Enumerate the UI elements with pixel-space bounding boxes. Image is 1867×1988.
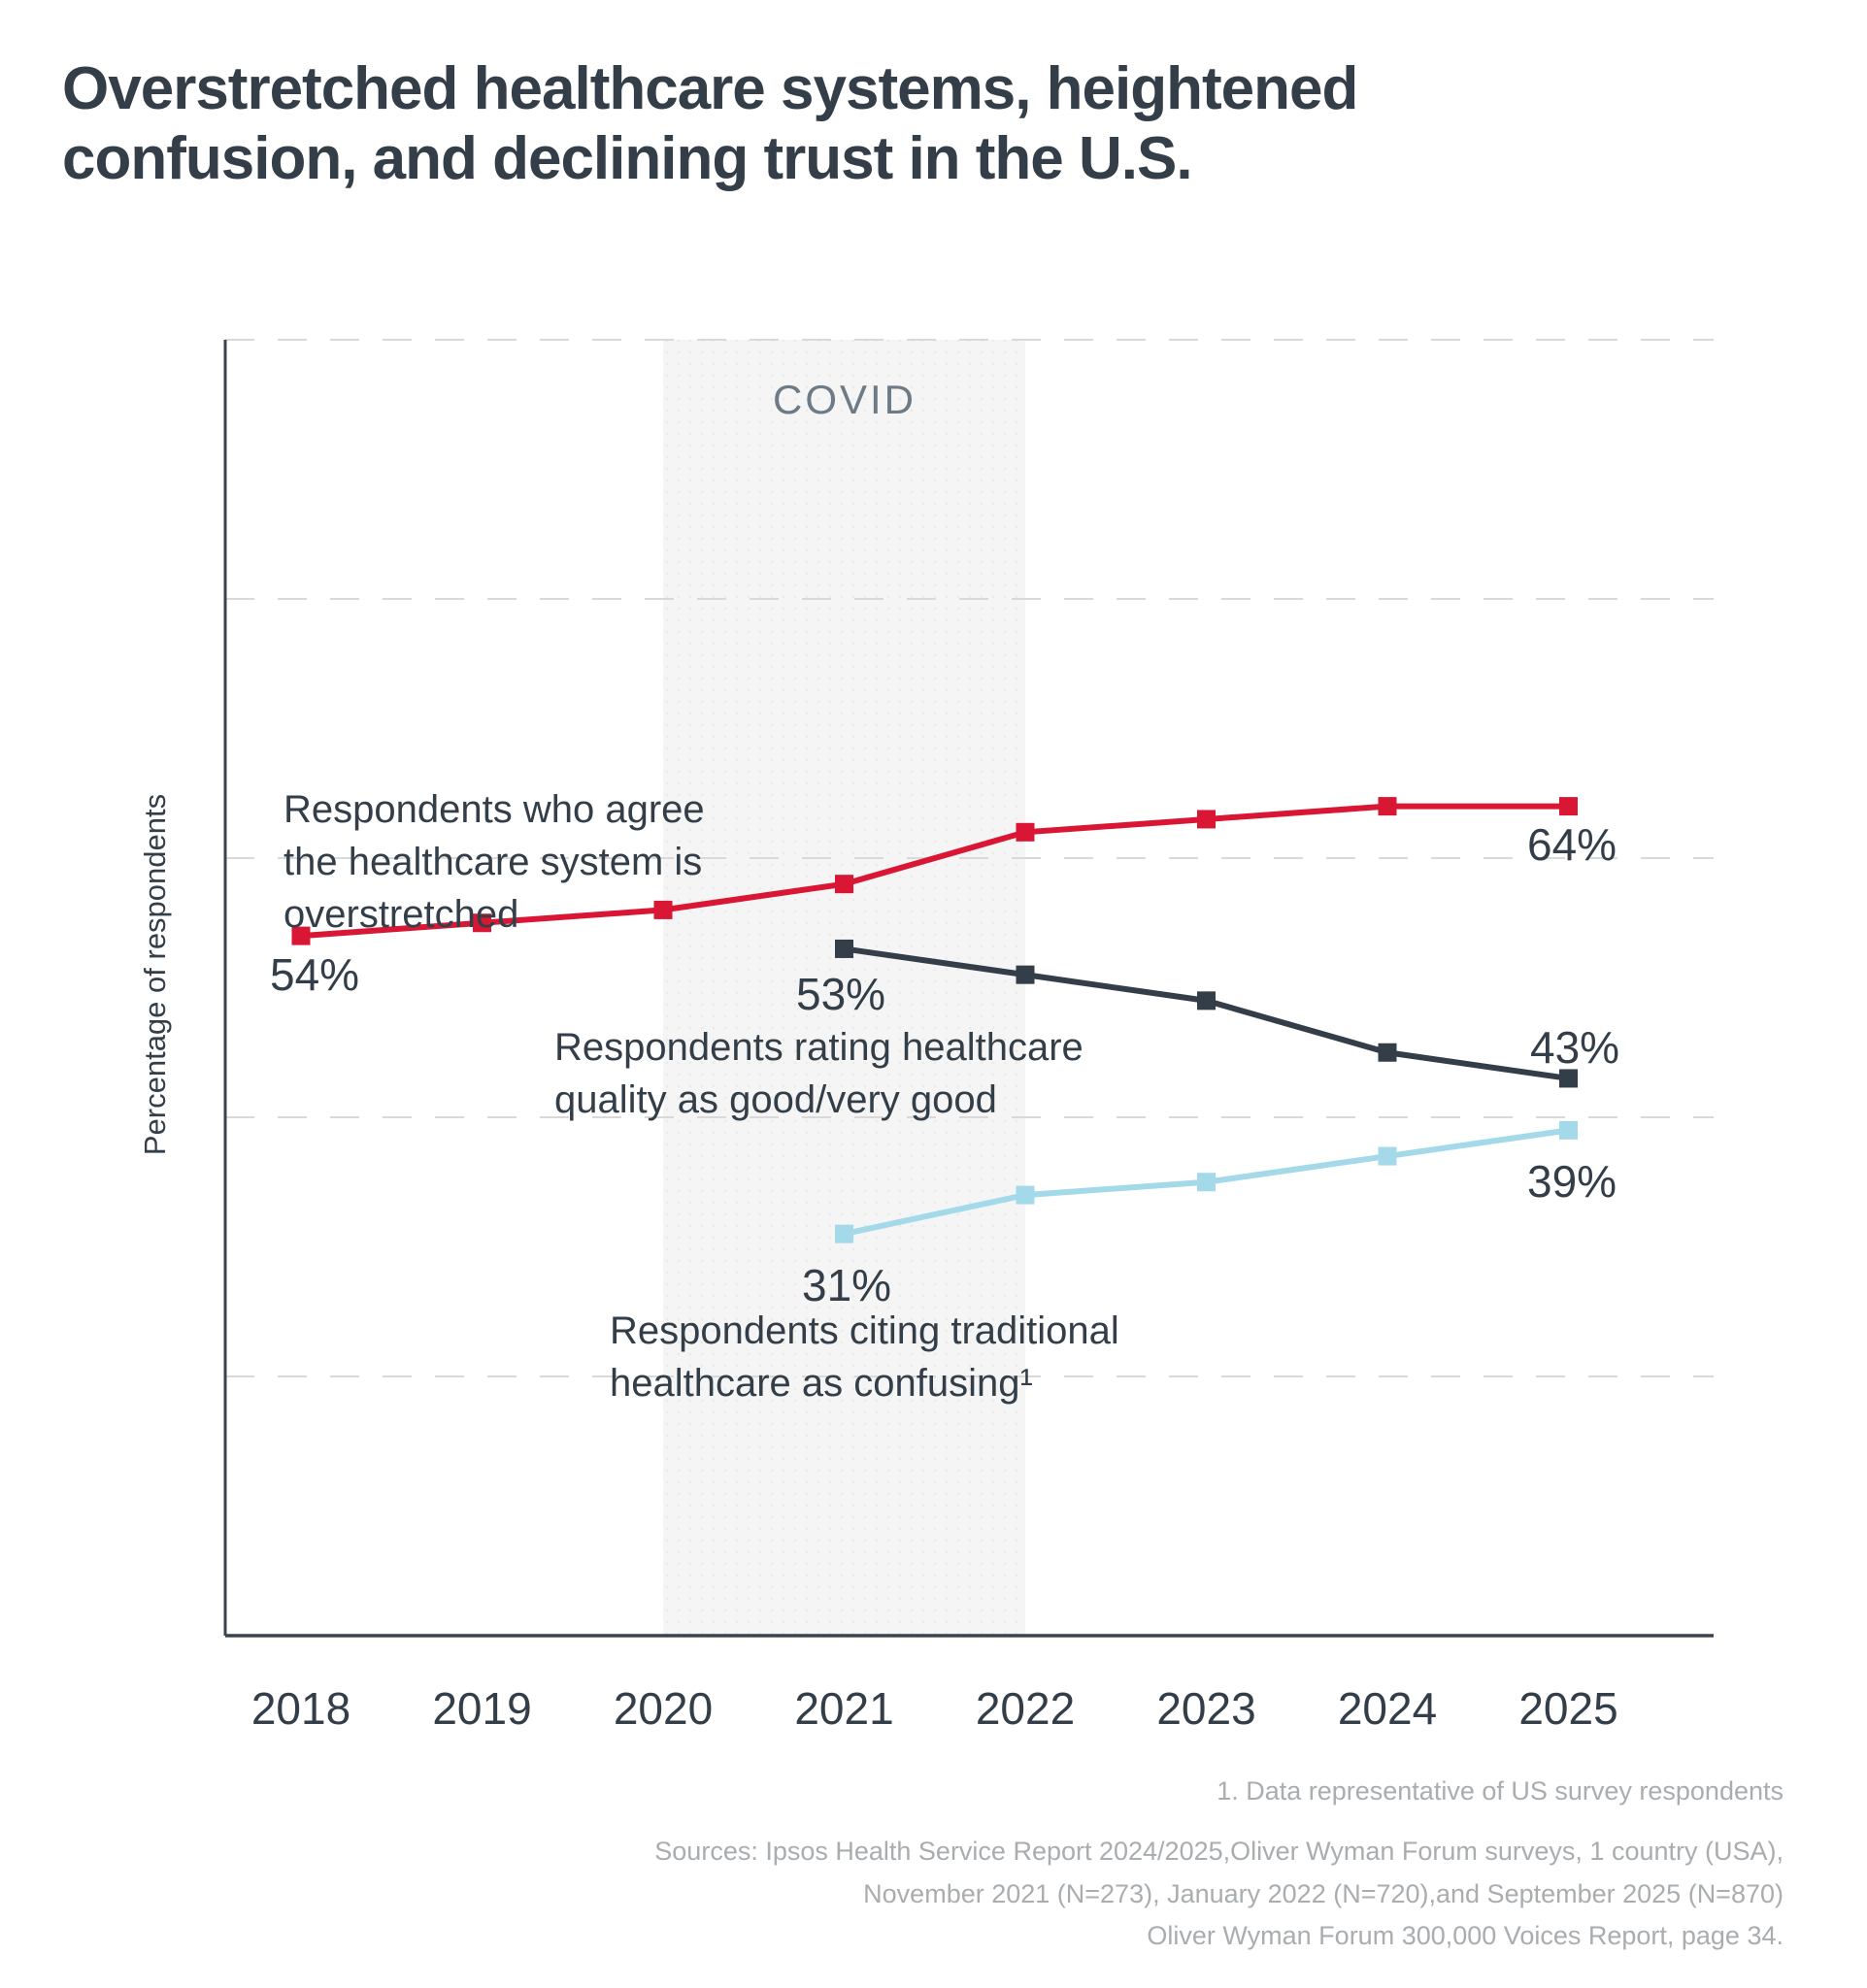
data-point-s0-2021 bbox=[835, 875, 853, 894]
series-line-0 bbox=[300, 803, 1569, 940]
x-tick-2021: 2021 bbox=[794, 1683, 894, 1734]
series-confusing-label: Respondents citing traditional healthcar… bbox=[610, 1309, 1119, 1405]
x-tick-2019: 2019 bbox=[432, 1683, 532, 1734]
data-point-s0-2018 bbox=[291, 926, 311, 945]
data-point-s2-2022 bbox=[1016, 1185, 1035, 1205]
confusing-2021-value: 31% bbox=[802, 1260, 892, 1310]
data-point-s2-2023 bbox=[1197, 1173, 1216, 1192]
y-axis-title: Percentage of respondents bbox=[138, 793, 172, 1156]
overstretched-2018-value: 54% bbox=[270, 949, 360, 1000]
data-point-s0-2019 bbox=[473, 913, 491, 933]
covid-band-label: COVID bbox=[772, 377, 917, 422]
chart-title: Overstretched healthcare systems, height… bbox=[62, 55, 1358, 192]
data-point-s0-2025 bbox=[1559, 797, 1578, 816]
x-tick-2024: 2024 bbox=[1337, 1683, 1438, 1734]
data-point-s1-2022 bbox=[1016, 965, 1035, 984]
data-point-s2-2024 bbox=[1378, 1146, 1397, 1166]
sources-text: Sources: Ipsos Health Service Report 202… bbox=[654, 1837, 1784, 1951]
x-tick-2022: 2022 bbox=[975, 1683, 1076, 1734]
series-quality-label: Respondents rating healthcare quality as… bbox=[554, 1026, 1084, 1121]
data-point-s0-2023 bbox=[1197, 810, 1216, 829]
data-point-s1-2023 bbox=[1197, 991, 1216, 1011]
covid-band bbox=[663, 340, 1025, 1636]
data-point-s1-2021 bbox=[835, 939, 853, 958]
quality-2025-value: 43% bbox=[1530, 1022, 1620, 1073]
quality-2021-value: 53% bbox=[796, 969, 886, 1019]
data-point-s2-2021 bbox=[835, 1224, 853, 1243]
footnote-1: 1. Data representative of US survey resp… bbox=[1217, 1776, 1784, 1806]
data-point-s0-2022 bbox=[1016, 822, 1035, 842]
data-point-s2-2025 bbox=[1559, 1120, 1578, 1140]
data-point-s0-2024 bbox=[1378, 797, 1397, 816]
x-tick-2023: 2023 bbox=[1156, 1683, 1256, 1734]
x-tick-2018: 2018 bbox=[250, 1683, 351, 1734]
data-point-s1-2024 bbox=[1378, 1043, 1397, 1062]
confusing-2025-value: 39% bbox=[1527, 1156, 1617, 1207]
series-overstretched-label: Respondents who agree the healthcare sys… bbox=[283, 788, 705, 936]
overstretched-2025-value: 64% bbox=[1527, 819, 1617, 870]
data-point-s1-2025 bbox=[1559, 1069, 1578, 1088]
x-tick-2025: 2025 bbox=[1518, 1683, 1618, 1734]
data-point-s0-2020 bbox=[653, 900, 673, 919]
x-tick-2020: 2020 bbox=[613, 1683, 714, 1734]
